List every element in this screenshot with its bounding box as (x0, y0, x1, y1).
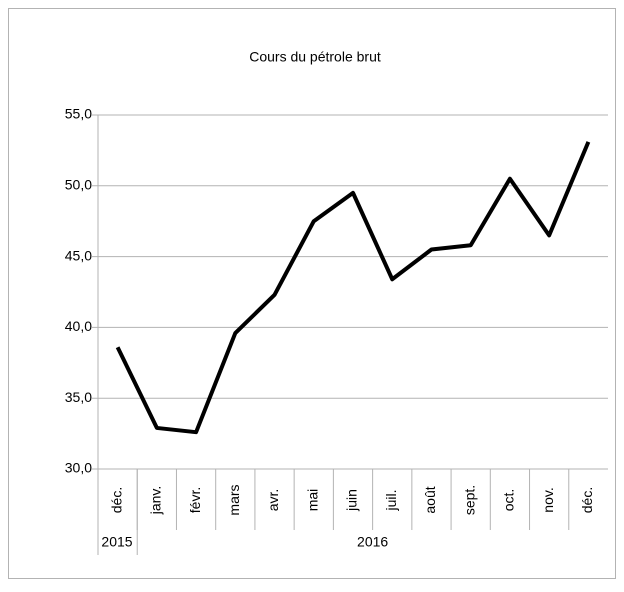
y-tick-label: 30,0 (65, 460, 92, 476)
chart-frame (8, 8, 616, 579)
x-tick-label: mars (226, 484, 242, 515)
x-tick-label: déc. (579, 487, 595, 513)
x-tick-label: août (422, 486, 438, 513)
year-label: 2015 (101, 534, 132, 550)
y-tick-label: 55,0 (65, 106, 92, 122)
x-tick-label: sept. (461, 485, 477, 515)
year-label: 2016 (357, 534, 388, 550)
y-tick-label: 40,0 (65, 318, 92, 334)
x-tick-label: oct. (501, 489, 517, 512)
x-tick-label: juil. (383, 489, 399, 511)
x-tick-label: janv. (148, 486, 164, 516)
x-tick-label: avr. (265, 489, 281, 512)
y-tick-label: 50,0 (65, 177, 92, 193)
x-tick-label: mai (304, 489, 320, 512)
chart-title: Cours du pétrole brut (249, 49, 381, 65)
line-series (115, 141, 591, 435)
x-tick-label: juin (344, 489, 360, 512)
x-tick-label: déc. (108, 487, 124, 513)
y-tick-label: 35,0 (65, 389, 92, 405)
x-tick-label: nov. (540, 487, 556, 512)
y-tick-label: 45,0 (65, 247, 92, 263)
x-tick-label: févr. (187, 487, 203, 513)
